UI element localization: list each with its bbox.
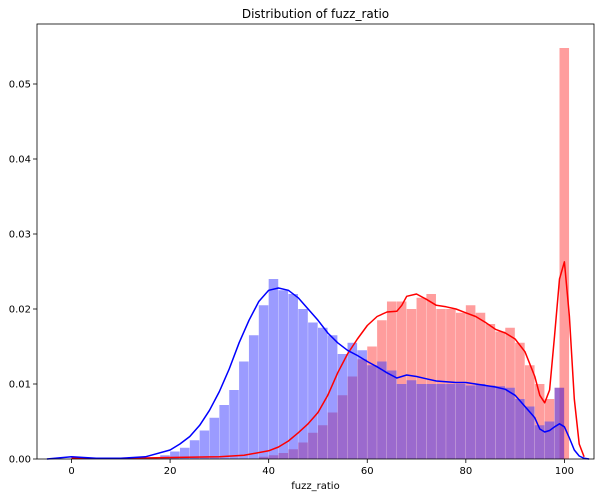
blue-bar	[337, 354, 348, 459]
blue-kde-line	[46, 287, 590, 460]
blue-bar	[485, 385, 496, 459]
axes: 0 20 40 60 80 100 0.00 0.01 0.02 0.03 0.04 0.05	[9, 23, 595, 477]
chart-title: Distribution of fuzz_ratio	[242, 7, 389, 21]
blue-bar	[278, 290, 289, 459]
x-tick-label: 80	[459, 466, 472, 477]
red-bar	[426, 294, 436, 459]
blue-bar	[327, 335, 338, 459]
blue-bar	[416, 384, 427, 459]
blue-bar	[219, 405, 229, 459]
blue-bar	[239, 361, 249, 459]
blue-bar	[515, 399, 525, 459]
blue-bar	[544, 421, 555, 459]
blue-bar	[248, 335, 259, 459]
blue-bar	[436, 384, 446, 459]
red-bar	[559, 48, 570, 459]
y-tick-label: 0.01	[9, 380, 31, 391]
blue-bar	[288, 294, 298, 459]
x-tick-label: 20	[164, 466, 177, 477]
red-bar	[396, 301, 407, 459]
blue-bar	[505, 387, 515, 459]
blue-bar	[357, 350, 367, 459]
blue-bar	[386, 370, 397, 459]
y-tick-label: 0.02	[9, 305, 31, 316]
plot-frame	[36, 23, 595, 460]
red-bar	[534, 384, 545, 459]
x-axis-label: fuzz_ratio	[291, 481, 339, 492]
blue-bar	[524, 406, 535, 459]
blue-bar	[258, 305, 269, 459]
red-kde-line	[71, 261, 585, 460]
blue-bar	[534, 425, 545, 459]
blue-bar	[308, 322, 318, 459]
blue-bar	[455, 384, 466, 459]
x-tick-label: 0	[68, 466, 74, 477]
blue-bar	[446, 384, 456, 459]
y-tick-label: 0.04	[9, 155, 31, 166]
y-tick-label: 0.03	[9, 230, 31, 241]
blue-bar	[229, 390, 239, 459]
blue-bar	[268, 279, 279, 459]
x-tick-label: 100	[555, 466, 574, 477]
blue-bar	[465, 385, 476, 459]
blue-bar	[377, 361, 387, 459]
blue-bar	[396, 384, 407, 459]
blue-bar	[495, 386, 505, 459]
y-tick-label: 0.00	[9, 455, 31, 466]
blue-bar	[298, 309, 308, 459]
x-tick-label: 60	[361, 466, 374, 477]
blue-bar	[426, 384, 436, 459]
x-tick-label: 40	[262, 466, 275, 477]
blue-bar	[406, 380, 417, 459]
blue-bar	[475, 384, 486, 459]
blue-bar	[189, 440, 200, 459]
kde-curves	[46, 261, 590, 460]
blue-bar	[199, 430, 210, 459]
red-bar	[465, 305, 476, 459]
y-tick-label: 0.05	[9, 80, 31, 91]
blue-bar	[317, 327, 328, 459]
blue-histogram-bars	[160, 279, 565, 459]
blue-bar	[367, 365, 377, 459]
blue-bar	[170, 451, 180, 459]
blue-bar	[347, 342, 358, 459]
blue-bar	[179, 447, 190, 459]
blue-bar	[209, 417, 220, 459]
